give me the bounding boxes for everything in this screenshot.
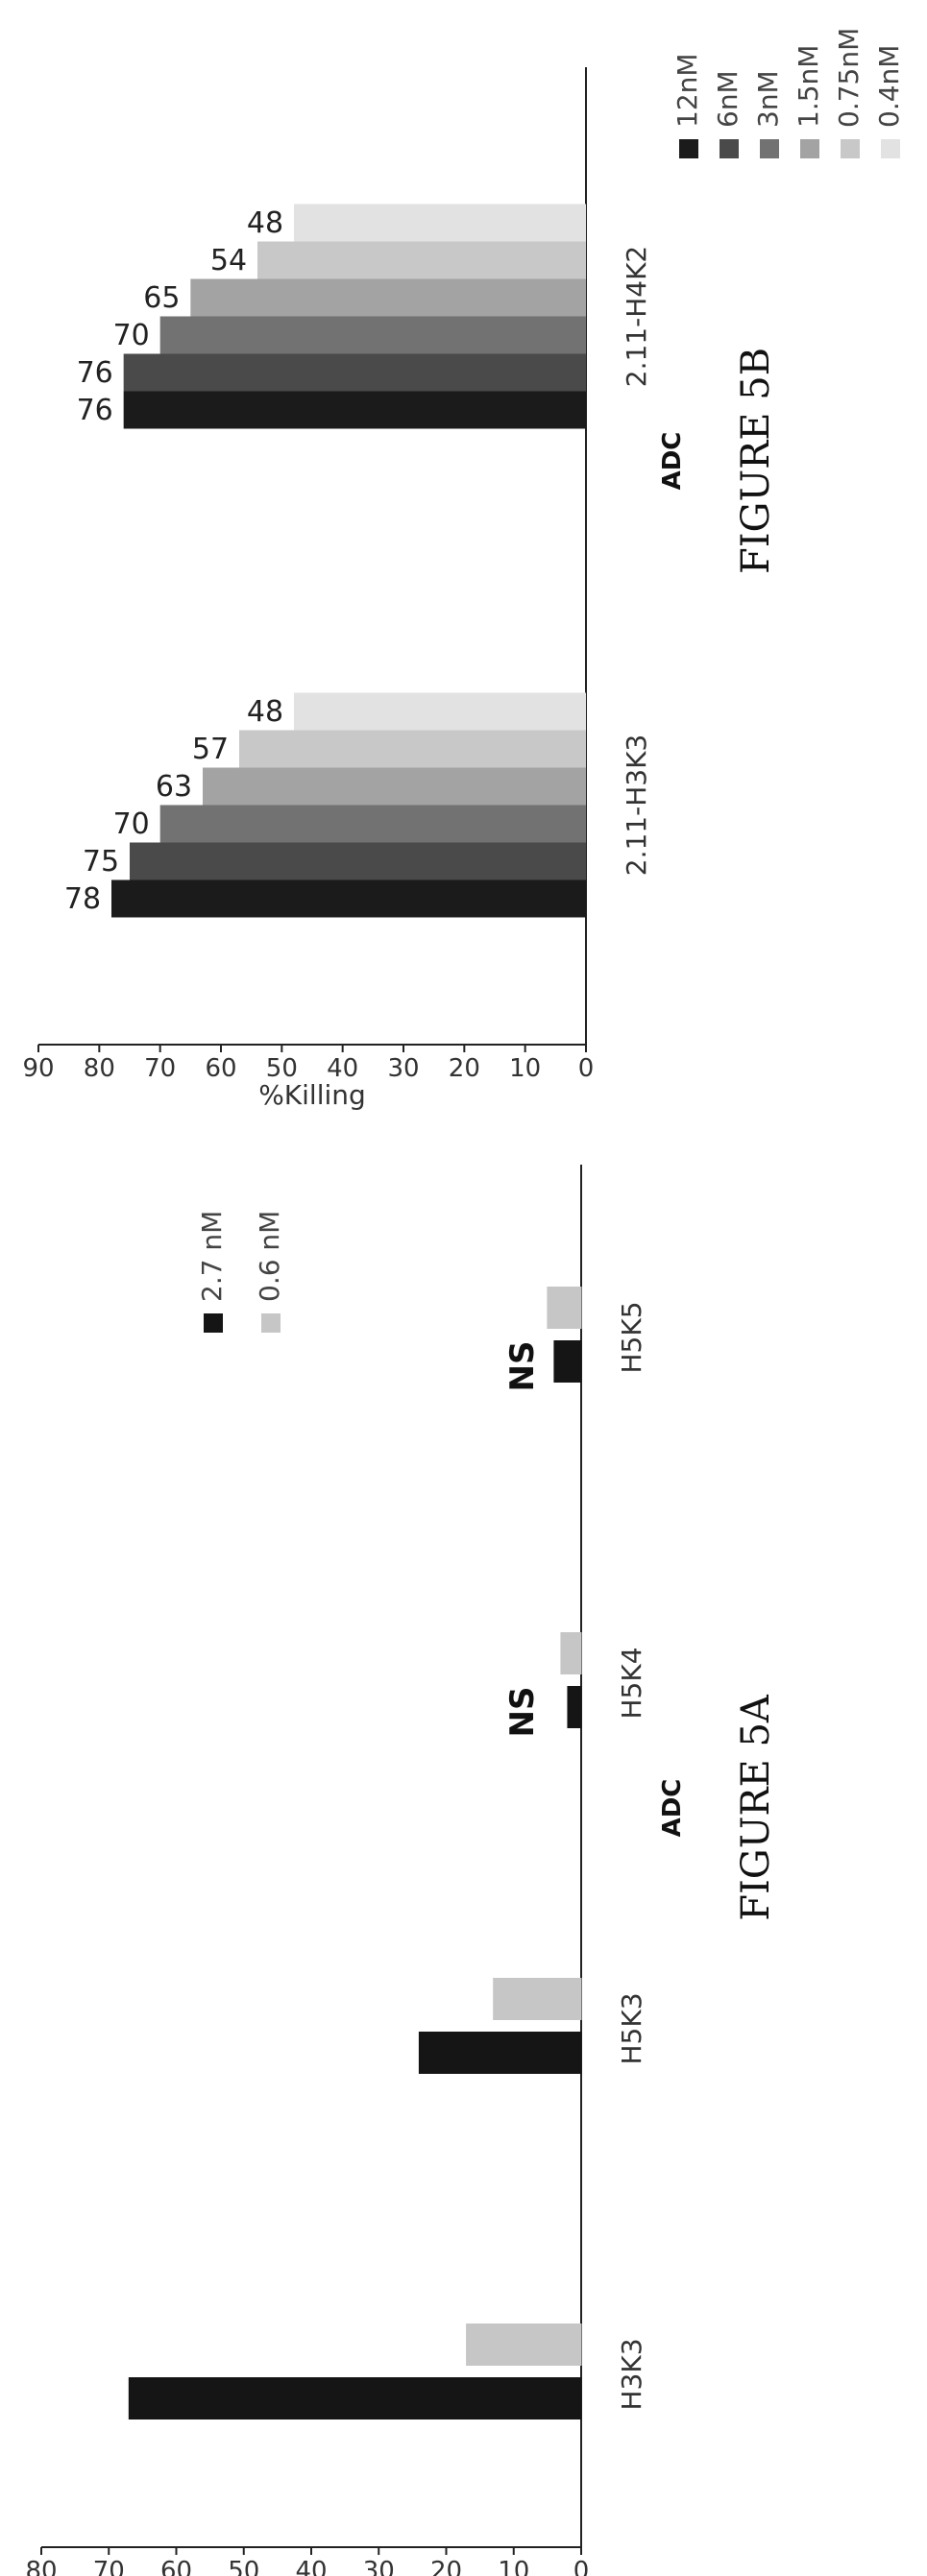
bar-5b <box>294 692 586 731</box>
y-axis-title-5b: %Killing <box>258 1079 366 1111</box>
bar-5a <box>466 2323 582 2366</box>
data-label-5b: 54 <box>210 244 247 277</box>
data-label-5b: 70 <box>113 807 150 841</box>
y-tick-label-5b: 30 <box>387 1054 419 1083</box>
y-tick-label-5b: 50 <box>266 1054 298 1083</box>
legend-label-5b: 0.4nM <box>873 45 905 128</box>
bar-5b <box>159 805 587 843</box>
legend-swatch-5b <box>760 139 779 158</box>
y-tick-label-5b: 10 <box>509 1054 541 1083</box>
legend-label-5a: 0.6 nM <box>254 1211 285 1302</box>
y-tick-label-5b: 70 <box>144 1054 176 1083</box>
y-tick-label-5a: 60 <box>160 2557 192 2576</box>
category-label-5a: H3K3 <box>616 2338 647 2410</box>
bar-5a <box>560 1632 582 1674</box>
legend-label-5b: 3nM <box>752 70 784 128</box>
legend-swatch-5a <box>261 1313 281 1333</box>
category-label-5a: H5K5 <box>616 1301 647 1373</box>
bar-5b <box>123 353 587 392</box>
category-label-5a: H5K4 <box>616 1647 647 1719</box>
legend-label-5b: 12nM <box>671 53 703 128</box>
bar-5b <box>159 316 587 354</box>
category-label-5b: 2.11-H3K3 <box>621 734 652 877</box>
data-label-5b: 78 <box>64 882 101 916</box>
category-label-5a: H5K3 <box>616 1992 647 2064</box>
bar-5b <box>203 767 586 806</box>
bar-5a <box>128 2377 582 2420</box>
bar-5b <box>294 204 586 242</box>
y-tick-label-5b: 60 <box>205 1054 236 1083</box>
data-label-5b: 76 <box>77 356 113 390</box>
y-tick-label-5b: 80 <box>84 1054 115 1083</box>
data-label-5b: 63 <box>156 770 192 804</box>
y-tick-label-5a: 40 <box>295 2557 327 2576</box>
y-tick-label-5a: 0 <box>573 2557 590 2576</box>
legend-label-5b: 6nM <box>712 70 744 128</box>
x-axis-title-5b: ADC <box>658 432 687 491</box>
data-label-5b: 57 <box>192 733 229 766</box>
bar-5b <box>239 730 586 768</box>
ns-annotation: NS <box>503 1341 542 1392</box>
bar-5b <box>257 241 586 279</box>
legend-swatch-5b <box>720 139 739 158</box>
y-tick-label-5a: 10 <box>498 2557 529 2576</box>
figure-caption-5b: FIGURE 5B <box>734 348 778 574</box>
y-tick-label-5b: 40 <box>327 1054 358 1083</box>
legend-swatch-5b <box>679 139 698 158</box>
legend-label-5a: 2.7 nM <box>196 1211 228 1302</box>
legend-label-5b: 0.75nM <box>833 28 865 128</box>
bar-5b <box>130 842 586 880</box>
legend-swatch-5b <box>881 139 900 158</box>
y-tick-label-5a: 20 <box>430 2557 462 2576</box>
y-tick-label-5b: 20 <box>449 1054 480 1083</box>
y-tick-label-5a: 50 <box>228 2557 259 2576</box>
category-label-5b: 2.11-H4K2 <box>621 246 652 388</box>
y-tick-label-5b: 90 <box>22 1054 54 1083</box>
data-label-5b: 76 <box>77 394 113 427</box>
y-tick-label-5b: 0 <box>578 1054 595 1083</box>
bar-5a <box>418 2032 582 2074</box>
bar-5b <box>111 879 586 918</box>
y-tick-label-5a: 70 <box>93 2557 125 2576</box>
bar-5a <box>567 1686 582 1728</box>
bar-5b <box>190 278 586 317</box>
legend-swatch-5b <box>800 139 819 158</box>
figure-5b: 01020304050607080907875706357482.11-H3K3… <box>22 28 905 1111</box>
bar-5b <box>123 391 587 429</box>
ns-annotation: NS <box>503 1687 542 1738</box>
y-tick-label-5a: 80 <box>25 2557 57 2576</box>
data-label-5b: 48 <box>247 206 283 240</box>
legend-swatch-5a <box>204 1313 223 1333</box>
data-label-5b: 65 <box>143 281 180 315</box>
bar-5a <box>493 1978 582 2020</box>
bar-5a <box>553 1340 582 1383</box>
data-label-5b: 48 <box>247 695 283 729</box>
bar-5a <box>547 1287 582 1329</box>
data-label-5b: 70 <box>113 319 150 352</box>
data-label-5b: 75 <box>83 845 119 879</box>
figure-caption-5a: FIGURE 5A <box>734 1694 778 1921</box>
legend-label-5b: 1.5nM <box>793 45 824 128</box>
y-tick-label-5a: 30 <box>363 2557 395 2576</box>
x-axis-title-5a: ADC <box>658 1779 687 1838</box>
legend-swatch-5b <box>841 139 860 158</box>
